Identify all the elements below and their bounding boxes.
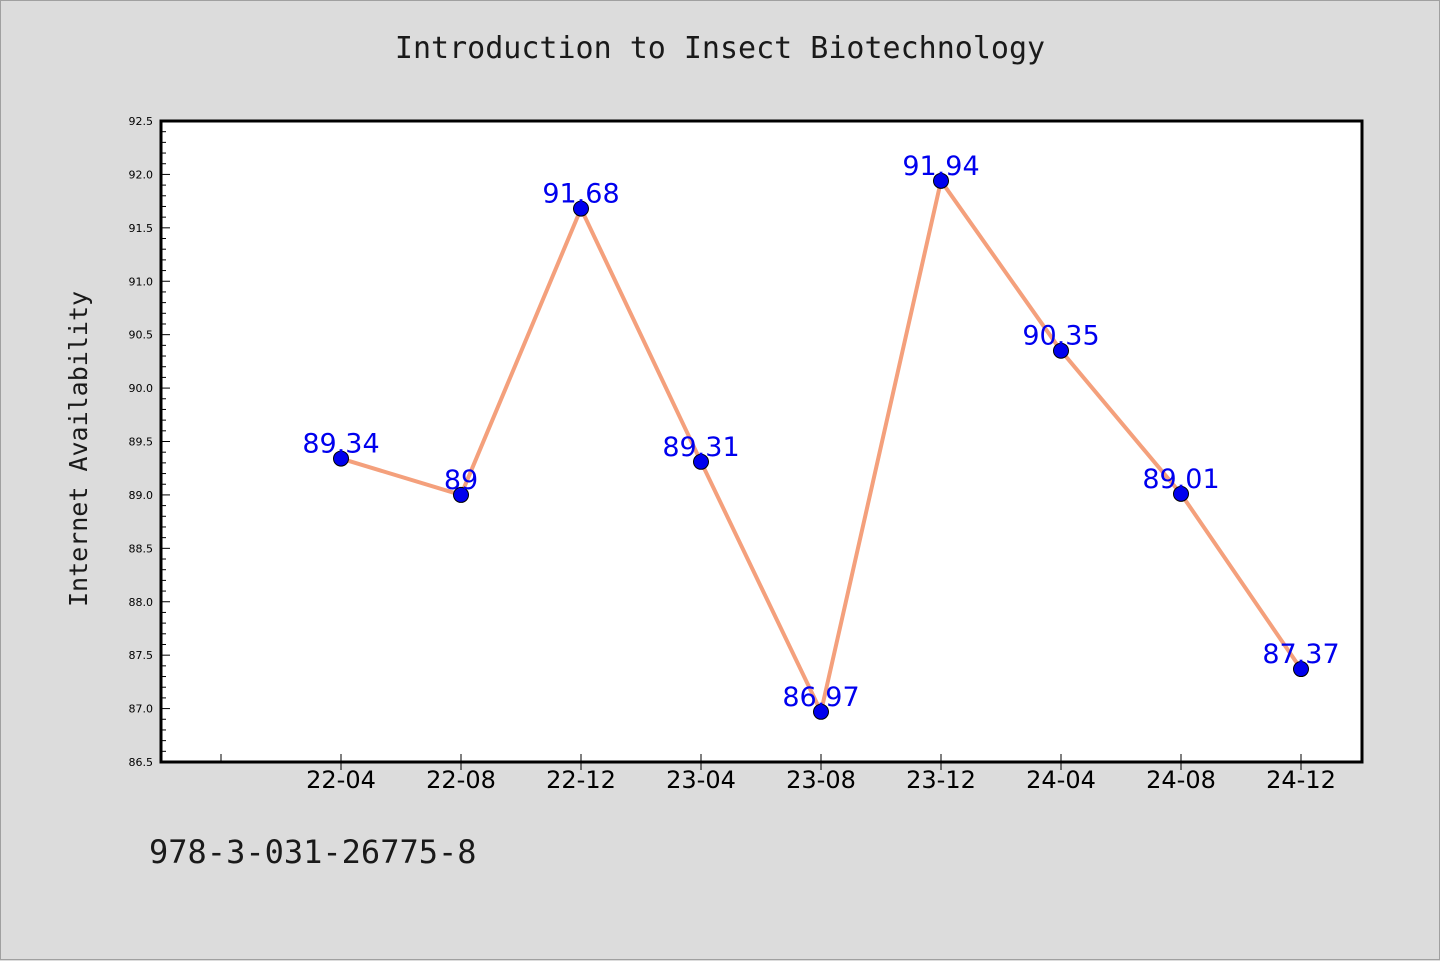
x-tick-label: 23-12	[906, 766, 976, 794]
plot-area	[159, 119, 1364, 764]
x-tick-label: 24-04	[1026, 766, 1096, 794]
x-tick-label: 23-04	[666, 766, 736, 794]
y-tick-label: 92.0	[129, 168, 154, 181]
x-tick-label: 22-12	[546, 766, 616, 794]
data-point	[693, 453, 709, 470]
y-tick-label: 88.5	[129, 542, 154, 555]
chart-title: Introduction to Insect Biotechnology	[394, 31, 1046, 66]
y-tick-label: 92.5	[129, 115, 154, 128]
data-label: 89.01	[1142, 464, 1219, 495]
data-point	[1173, 485, 1189, 502]
data-label: 87.37	[1262, 639, 1339, 670]
y-tick-label: 86.5	[129, 756, 154, 769]
data-label: 91.94	[902, 151, 979, 182]
y-tick-label: 90.0	[129, 382, 154, 395]
series-group: 89.34 89 91.68 89.31 86.97 91.94 90.35 89.01 87.…	[302, 151, 1340, 720]
data-point	[573, 200, 589, 217]
data-label: 90.35	[1022, 321, 1099, 352]
data-point	[933, 172, 949, 189]
data-point	[333, 450, 349, 467]
data-label: 89.31	[662, 432, 739, 463]
y-tick-label: 91.5	[129, 222, 154, 235]
data-point	[1293, 661, 1309, 678]
x-tick-label: 23-08	[786, 766, 856, 794]
data-point	[1053, 342, 1069, 359]
y-tick-label: 87.0	[129, 703, 154, 716]
data-label: 89	[444, 465, 478, 496]
data-point	[813, 703, 829, 720]
x-axis-ticks: 22-04 22-08 22-12 23-04 23-08 23-12 24-04 24-08…	[220, 754, 1336, 794]
y-tick-label: 87.5	[129, 649, 154, 662]
y-tick-label: 91.0	[129, 275, 154, 288]
y-axis-ticks: 86.5 87.0 87.5 88.0 88.5 89.0 89.5 90.0 90.5 91.0…	[129, 115, 170, 769]
data-label: 89.34	[302, 429, 379, 460]
x-tick-label: 22-04	[306, 766, 376, 794]
x-tick-label: 22-08	[426, 766, 496, 794]
y-tick-label: 90.5	[129, 329, 154, 342]
x-tick-label: 24-12	[1266, 766, 1336, 794]
y-tick-label: 89.5	[129, 436, 154, 449]
caption-text: 978-3-031-26775-8	[149, 833, 477, 871]
x-tick-label: 24-08	[1146, 766, 1216, 794]
data-point	[453, 486, 469, 503]
y-axis-label: Internet Availability	[64, 291, 93, 607]
y-tick-label: 88.0	[129, 596, 154, 609]
y-tick-label: 89.0	[129, 489, 154, 502]
data-label: 91.68	[542, 179, 619, 210]
data-label: 86.97	[782, 682, 859, 713]
